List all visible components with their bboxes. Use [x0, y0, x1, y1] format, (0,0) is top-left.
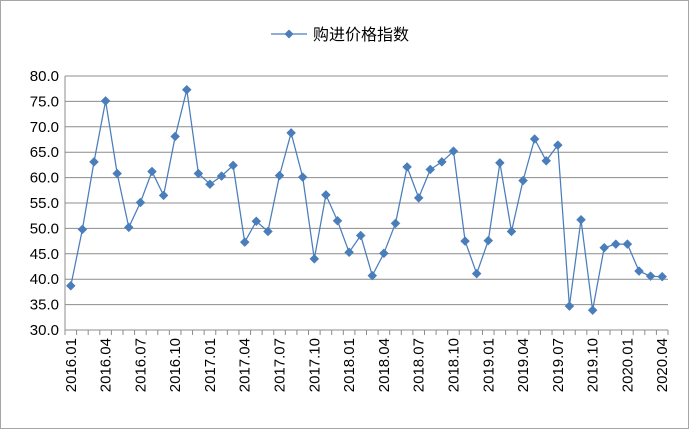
data-point-marker: [379, 248, 389, 259]
data-point-marker: [181, 84, 192, 95]
data-point-marker: [170, 131, 181, 142]
data-point-marker: [634, 266, 644, 276]
data-point-marker: [123, 222, 134, 233]
data-point-marker: [448, 146, 459, 157]
data-point-marker: [437, 156, 447, 167]
legend-diamond-marker: [284, 29, 294, 39]
legend: 购进价格指数: [271, 25, 409, 44]
data-point-marker: [425, 164, 436, 175]
y-tick-label: 80.0: [30, 68, 59, 85]
legend-label: 购进价格指数: [313, 25, 409, 44]
data-point-marker: [645, 271, 656, 282]
data-point-marker: [297, 172, 308, 182]
data-point-marker: [390, 218, 401, 229]
grid-lines: [65, 75, 668, 306]
data-point-marker: [657, 271, 668, 282]
x-tick-label: 2020.04: [654, 338, 671, 392]
data-point-marker: [193, 168, 204, 179]
data-point-marker: [576, 214, 586, 225]
y-tick-label: 75.0: [30, 93, 59, 110]
data-point-marker: [518, 175, 528, 186]
x-tick-label: 2019.01: [480, 338, 497, 392]
data-point-marker: [506, 226, 517, 237]
data-point-marker: [251, 216, 262, 227]
data-point-marker: [228, 160, 238, 171]
x-tick-label: 2016.01: [63, 338, 80, 392]
data-point-marker: [100, 96, 111, 106]
y-tick-label: 30.0: [30, 322, 59, 339]
x-tick-label: 2016.07: [132, 338, 149, 392]
x-tick-label: 2018.10: [445, 338, 462, 392]
x-tick-label: 2019.10: [585, 338, 602, 392]
data-point-marker: [309, 254, 320, 264]
series-line: [70, 89, 663, 311]
data-point-marker: [274, 170, 285, 181]
data-point-marker: [402, 162, 412, 172]
data-point-marker: [147, 166, 157, 177]
data-point-marker: [541, 155, 552, 166]
data-point-marker: [286, 128, 296, 138]
x-tick-label: 2017.01: [202, 338, 219, 392]
data-point-marker: [77, 224, 88, 235]
x-tick-label: 2017.04: [237, 338, 254, 392]
data-point-marker: [263, 226, 273, 237]
axes: [64, 76, 669, 335]
series-line-layer: [70, 89, 663, 311]
x-tick-label: 2016.10: [167, 338, 184, 392]
data-point-marker: [216, 171, 227, 181]
y-tick-label: 70.0: [30, 119, 59, 136]
data-point-marker: [135, 197, 146, 208]
data-point-marker: [587, 305, 598, 316]
data-point-marker: [460, 236, 470, 246]
data-point-marker: [158, 190, 169, 201]
data-point-marker: [495, 158, 505, 168]
x-tick-label: 2019.04: [515, 338, 532, 392]
y-tick-label: 50.0: [30, 220, 59, 237]
data-point-marker: [355, 230, 366, 241]
x-axis-tick-labels: 2016.01 2016.04 2016.07 2016.10 2017.01 2017.…: [63, 338, 671, 392]
data-point-marker: [483, 235, 494, 246]
y-axis-tick-labels: 30.0 35.0 40.0 45.0 50.0 55.0 60.0 65.0 70.0 75.0…: [30, 68, 59, 339]
data-point-marker: [471, 268, 482, 279]
x-tick-label: 2017.10: [306, 338, 323, 392]
series-markers: [65, 84, 668, 316]
x-tick-label: 2020.01: [619, 338, 636, 392]
data-point-marker: [564, 301, 575, 311]
data-point-marker: [622, 239, 633, 250]
data-point-marker: [112, 168, 123, 179]
data-point-marker: [239, 237, 250, 247]
data-point-marker: [367, 270, 378, 281]
data-point-marker: [65, 280, 76, 291]
x-tick-label: 2018.07: [411, 338, 428, 392]
x-tick-label: 2019.07: [550, 338, 567, 392]
x-tick-label: 2018.04: [376, 338, 393, 392]
data-point-marker: [205, 179, 215, 190]
data-point-marker: [413, 193, 424, 203]
data-point-marker: [332, 215, 343, 226]
y-tick-label: 60.0: [30, 170, 59, 187]
data-point-marker: [89, 156, 99, 167]
y-tick-label: 45.0: [30, 246, 59, 263]
data-point-marker: [610, 239, 621, 250]
data-point-marker: [321, 190, 331, 200]
y-tick-label: 40.0: [30, 271, 59, 288]
data-point-marker: [552, 140, 563, 150]
x-tick-label: 2018.01: [341, 338, 358, 392]
y-tick-label: 65.0: [30, 144, 59, 161]
y-tick-label: 55.0: [30, 195, 59, 212]
data-point-marker: [529, 134, 540, 144]
data-point-marker: [344, 247, 354, 258]
x-tick-label: 2016.04: [98, 338, 115, 392]
x-tick-label: 2017.07: [272, 338, 289, 392]
y-tick-label: 35.0: [30, 297, 59, 314]
data-point-marker: [599, 242, 610, 253]
